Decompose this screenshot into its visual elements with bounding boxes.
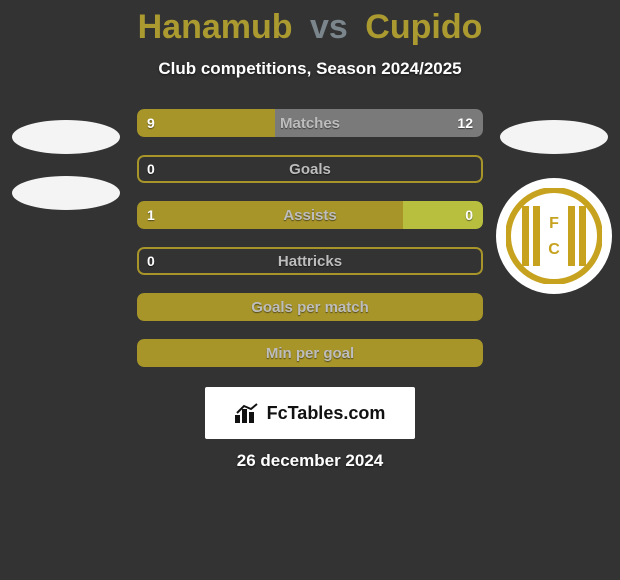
- subtitle: Club competitions, Season 2024/2025: [158, 59, 461, 79]
- bar-value-left: 1: [147, 201, 155, 229]
- bar-label: Goals: [137, 155, 483, 183]
- bar-label: Assists: [137, 201, 483, 229]
- brand-badge: FcTables.com: [205, 387, 415, 439]
- fctables-logo-icon: [235, 403, 259, 423]
- title-player1: Hanamub: [138, 8, 293, 46]
- bar-row: Goals per match: [137, 293, 483, 321]
- bar-row: Hattricks0: [137, 247, 483, 275]
- bar-value-left: 9: [147, 109, 155, 137]
- bar-label: Hattricks: [137, 247, 483, 275]
- bar-value-right: 12: [457, 109, 473, 137]
- bar-label: Goals per match: [137, 293, 483, 321]
- title: Hanamub vs Cupido: [138, 8, 483, 47]
- bar-label: Matches: [137, 109, 483, 137]
- bar-row: Goals0: [137, 155, 483, 183]
- bar-label: Min per goal: [137, 339, 483, 367]
- title-vs: vs: [310, 8, 348, 46]
- comparison-bars: Matches912Goals0Assists10Hattricks0Goals…: [137, 109, 483, 367]
- brand-text: FcTables.com: [267, 403, 386, 424]
- footer-date: 26 december 2024: [237, 451, 384, 471]
- title-player2: Cupido: [365, 8, 482, 46]
- bar-row: Assists1 0: [137, 201, 483, 229]
- bar-value-left: 0: [147, 155, 155, 183]
- bar-value-right: 0: [465, 201, 473, 229]
- bar-row: Min per goal: [137, 339, 483, 367]
- bar-value-left: 0: [147, 247, 155, 275]
- bar-row: Matches9 12: [137, 109, 483, 137]
